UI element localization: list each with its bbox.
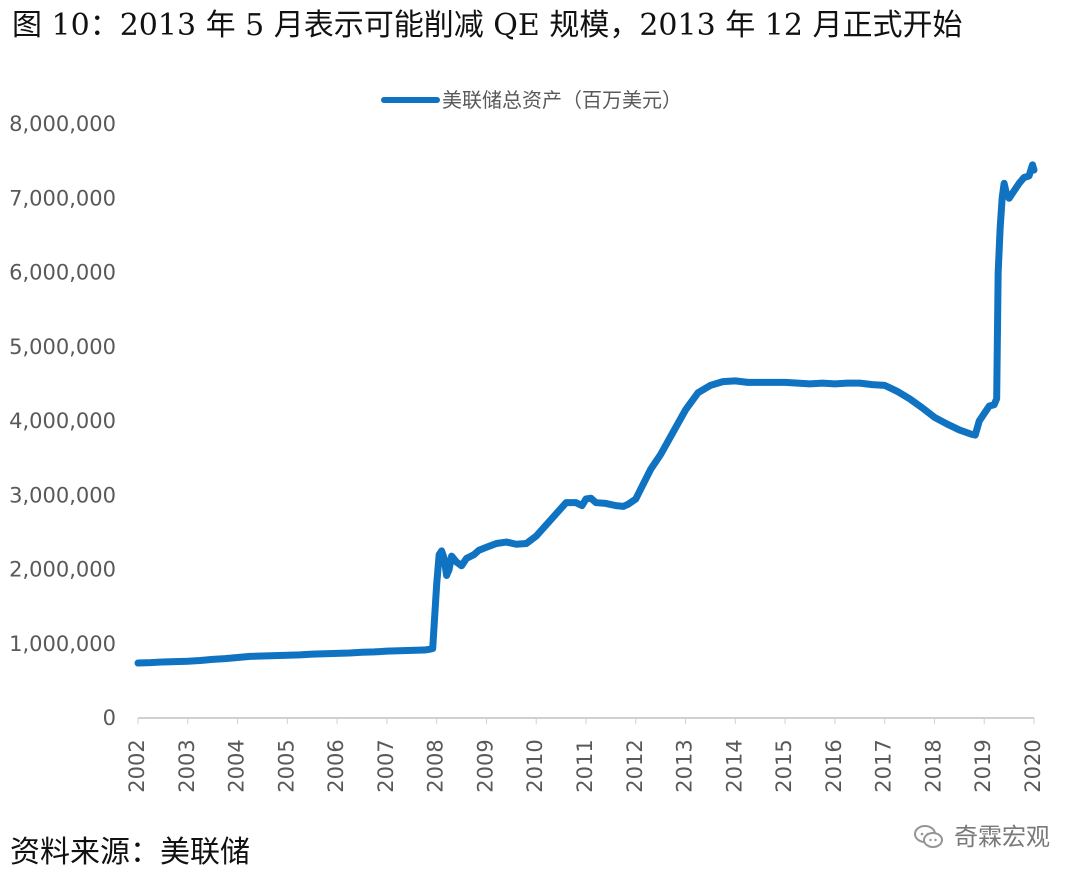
- x-axis-labels: 2002 2003 2004 2005 2006 2007 2008 2009 2010 2011…: [125, 718, 1045, 793]
- x-tick-label: 2018: [921, 739, 945, 792]
- y-tick-label: 0: [103, 706, 116, 730]
- y-tick-label: 2,000,000: [9, 558, 116, 582]
- x-tick-label: 2006: [324, 739, 348, 792]
- legend-label: 美联储总资产（百万美元）: [442, 88, 682, 112]
- x-tick-label: 2016: [822, 739, 846, 792]
- figure-title: 图 10：2013 年 5 月表示可能削减 QE 规模，2013 年 12 月正…: [12, 8, 963, 43]
- chat-bubble-icon: [912, 823, 946, 851]
- y-tick-label: 7,000,000: [9, 186, 116, 210]
- chart-container: 美联储总资产（百万美元） 0 1,000,000 2,000,000 3,000,00…: [0, 70, 1080, 810]
- x-tick-label: 2003: [175, 739, 199, 792]
- x-tick-label: 2013: [673, 739, 697, 792]
- x-tick-label: 2012: [623, 739, 647, 792]
- x-tick-label: 2008: [424, 739, 448, 792]
- y-tick-label: 6,000,000: [9, 261, 116, 285]
- x-tick-label: 2011: [573, 739, 597, 792]
- x-tick-label: 2009: [473, 739, 497, 792]
- x-tick-label: 2002: [125, 739, 149, 792]
- x-tick-label: 2015: [772, 739, 796, 792]
- legend: 美联储总资产（百万美元）: [381, 88, 682, 112]
- line-chart: 美联储总资产（百万美元） 0 1,000,000 2,000,000 3,000,00…: [9, 88, 1045, 793]
- watermark: 奇霖宏观: [912, 822, 1050, 852]
- x-tick-label: 2020: [1021, 739, 1045, 792]
- x-tick-label: 2019: [971, 739, 995, 792]
- y-tick-label: 8,000,000: [9, 112, 116, 136]
- y-axis-labels: 0 1,000,000 2,000,000 3,000,000 4,000,000 5,0…: [9, 112, 116, 730]
- watermark-text: 奇霖宏观: [954, 823, 1050, 851]
- y-tick-label: 5,000,000: [9, 335, 116, 359]
- y-tick-label: 4,000,000: [9, 409, 116, 433]
- source-note: 资料来源：美联储: [10, 835, 250, 870]
- x-tick-label: 2017: [872, 739, 896, 792]
- x-tick-label: 2005: [274, 739, 298, 792]
- series-line: [134, 161, 1038, 667]
- y-tick-label: 1,000,000: [9, 632, 116, 656]
- x-tick-label: 2004: [225, 739, 249, 792]
- x-tick-label: 2014: [722, 739, 746, 792]
- y-tick-label: 3,000,000: [9, 483, 116, 507]
- x-tick-label: 2010: [523, 739, 547, 792]
- x-tick-label: 2007: [374, 739, 398, 792]
